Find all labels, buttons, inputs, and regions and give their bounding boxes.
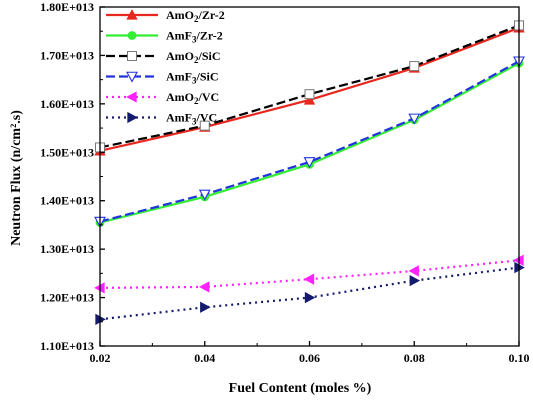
legend-label: AmF3/SiC <box>166 70 219 86</box>
x-tick-label: 0.04 <box>194 351 215 365</box>
data-point-marker <box>198 281 210 293</box>
data-point-marker <box>408 113 421 125</box>
data-point-marker <box>126 9 138 20</box>
series-line <box>99 62 520 224</box>
data-point-marker <box>409 61 420 72</box>
x-tick-label: 0.10 <box>509 351 530 365</box>
legend-label: AmF3/VC <box>166 111 217 127</box>
y-tick-label: 1.40E+013 <box>40 194 94 208</box>
series-line <box>99 60 520 223</box>
legend-label: AmO2/SiC <box>166 49 221 65</box>
data-point-marker <box>304 89 315 100</box>
x-tick-label: 0.06 <box>299 351 320 365</box>
y-tick-label: 1.80E+013 <box>40 0 94 14</box>
y-tick-label: 1.50E+013 <box>40 145 94 159</box>
data-point-marker <box>409 274 421 287</box>
data-point-marker <box>303 94 316 105</box>
legend-label: AmO2/Zr-2 <box>166 8 225 24</box>
data-point-marker <box>200 301 211 313</box>
legend-label: AmF3/Zr-2 <box>166 29 223 45</box>
data-point-marker <box>127 51 137 61</box>
axes: 0.02 0.04 0.06 0.08 0.10 1.10E+013 1.20E+013 1.… <box>40 0 529 365</box>
data-point-marker <box>408 265 419 277</box>
plot-area <box>94 20 525 326</box>
data-point-marker <box>303 273 315 285</box>
data-point-marker <box>126 91 137 103</box>
x-tick-label: 0.02 <box>90 351 111 365</box>
data-point-marker <box>127 31 137 40</box>
legend-item: AmO2/Zr-2 <box>106 8 225 24</box>
data-point-marker <box>198 189 211 201</box>
data-point-marker <box>303 157 316 169</box>
series-amf3-zr-2 <box>95 58 524 227</box>
y-tick-label: 1.10E+013 <box>40 339 94 353</box>
data-point-marker <box>304 291 316 304</box>
series-amo2-sic <box>95 20 524 153</box>
series-amf3-sic <box>94 56 525 228</box>
x-tick-label: 0.08 <box>404 351 425 365</box>
series-line <box>99 266 520 321</box>
y-tick-label: 1.70E+013 <box>40 48 94 62</box>
legend-item: AmF3/Zr-2 <box>106 29 223 45</box>
y-tick-label: 1.60E+013 <box>40 97 94 111</box>
legend: AmO2/Zr-2 AmF3/Zr-2 AmO2/SiC AmF3/SiC AmO2/V… <box>106 8 225 127</box>
y-axis-title: Neutron Flux (n/cm².s) <box>9 110 24 246</box>
x-axis-title: Fuel Content (moles %) <box>229 381 372 396</box>
legend-item: AmF3/SiC <box>106 70 219 86</box>
series-line <box>99 24 520 149</box>
y-tick-label: 1.20E+013 <box>40 291 94 305</box>
legend-item: AmO2/VC <box>106 90 219 106</box>
data-point-marker <box>126 71 138 83</box>
series-line <box>99 259 520 289</box>
legend-item: AmF3/VC <box>106 111 217 127</box>
series-amf3-vc <box>95 261 525 326</box>
data-point-marker <box>199 120 210 131</box>
data-point-marker <box>127 111 138 124</box>
y-tick-label: 1.30E+013 <box>40 242 94 256</box>
legend-item: AmO2/SiC <box>106 49 221 65</box>
legend-label: AmO2/VC <box>166 90 219 106</box>
